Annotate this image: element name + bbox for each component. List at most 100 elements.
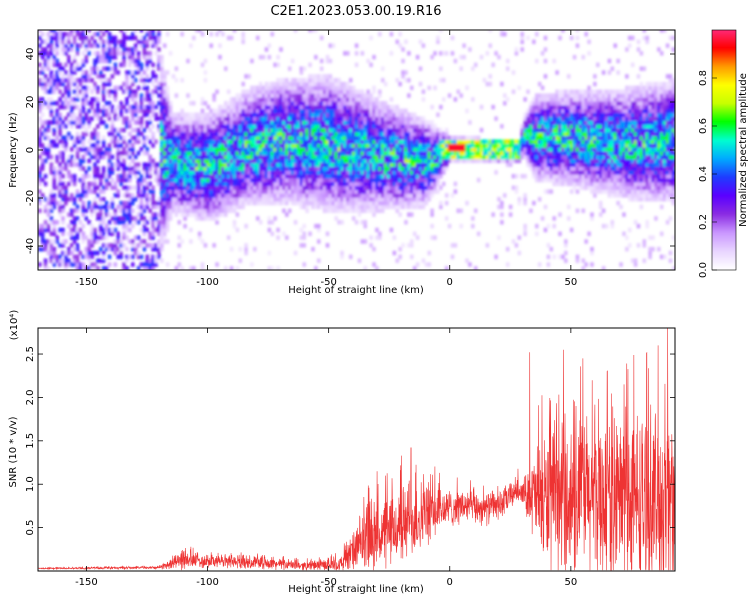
spectrogram-cell <box>334 154 338 160</box>
spectrogram-cell <box>407 78 411 83</box>
spectrogram-cell <box>151 185 155 190</box>
spectrogram-cell <box>375 162 379 167</box>
spectrogram-cell <box>319 185 324 190</box>
spectrogram-cell <box>78 266 83 270</box>
spectrogram-cell <box>122 170 126 175</box>
spectrogram-cell <box>383 185 388 190</box>
spectrogram-cell <box>415 139 420 144</box>
spectrogram-cell <box>64 189 68 194</box>
spectrogram-cell <box>398 31 402 37</box>
spectrogram-cell <box>418 66 423 71</box>
spectrogram-cell <box>72 227 77 233</box>
spectrogram-cell <box>69 62 74 68</box>
spectrogram-cell <box>421 147 426 152</box>
spectrogram-cell <box>293 124 298 129</box>
spectrogram-cell <box>514 139 519 144</box>
spectrogram-cell <box>500 81 504 87</box>
spectrogram-cell <box>311 150 315 156</box>
spectrogram-cell <box>360 189 365 194</box>
spectrogram-cell <box>395 39 400 45</box>
spectrogram-cell <box>46 197 51 202</box>
spectrogram-cell <box>93 239 97 244</box>
spectrogram-cell <box>503 143 507 148</box>
spectrogram-cell <box>296 185 301 190</box>
spectrogram-cell <box>209 116 213 121</box>
spectrogram-cell <box>410 254 414 260</box>
spectrogram-cell <box>290 181 295 187</box>
spectrogram-cell <box>46 78 51 83</box>
spectrogram-cell <box>287 162 292 167</box>
spectrogram-cell <box>261 116 266 121</box>
spectrogram-cell <box>224 185 228 190</box>
spectrogram-cell <box>293 158 298 164</box>
spectrogram-cell <box>218 197 222 202</box>
spectrogram-cell <box>203 116 208 121</box>
spectrogram-cell <box>407 135 411 141</box>
spectrogram-cell <box>49 104 54 110</box>
spectrogram-cell <box>215 116 219 121</box>
spectrogram-cell <box>276 78 280 83</box>
spectrogram-cell <box>232 197 237 202</box>
spectrogram-cell <box>328 189 333 194</box>
spectrogram-cell <box>90 227 94 233</box>
spectrogram-cell <box>99 174 103 179</box>
spectrogram-cell <box>453 154 458 160</box>
spectrogram-cell <box>122 47 126 52</box>
spectrogram-cell <box>40 166 45 171</box>
spectrogram-cell <box>366 197 370 202</box>
spectrogram-cell <box>67 112 71 117</box>
spectrogram-cell <box>270 85 275 91</box>
spectrogram-cell <box>151 266 155 270</box>
spectrogram-cell <box>221 197 225 202</box>
spectrogram-cell <box>197 143 202 148</box>
spectrogram-cell <box>325 124 330 129</box>
spectrogram-cell <box>93 231 97 237</box>
spectrogram-cell <box>407 197 411 202</box>
spectrogram-cell <box>363 204 368 210</box>
spectrogram-cell <box>273 108 277 114</box>
spectrogram-cell <box>363 127 368 133</box>
spectrogram-cell <box>500 31 504 37</box>
spectrogram-cell <box>226 235 231 240</box>
spectrogram-cell <box>319 74 324 79</box>
spectrogram-cell <box>255 170 260 175</box>
spectrogram-cell <box>241 112 245 117</box>
spectrogram-cell <box>325 78 330 83</box>
spectrogram-cell <box>72 104 77 110</box>
spectrogram-cell <box>523 174 527 179</box>
spectrogram-cell <box>293 147 298 152</box>
spectrogram-cell <box>107 39 112 45</box>
spectrogram-cell <box>302 177 306 183</box>
spectrogram-cell <box>99 154 103 160</box>
spectrogram-cell <box>203 212 208 217</box>
spectrogram-cell <box>160 54 164 60</box>
spectrogram-cell <box>380 158 385 164</box>
spectrogram-cell <box>125 189 129 194</box>
spectrogram-cell <box>258 89 263 94</box>
spectrogram-cell <box>343 189 347 194</box>
spectrogram-cell <box>209 216 213 221</box>
spectrogram-cell <box>279 177 283 183</box>
spectrogram-cell <box>302 112 306 117</box>
spectrogram-cell <box>360 124 365 129</box>
spectrogram-cell <box>110 197 115 202</box>
spectrogram-cell <box>375 143 379 148</box>
spectrogram-cell <box>131 166 135 171</box>
spectrogram-cell <box>40 246 45 252</box>
spectrogram-cell <box>72 158 77 164</box>
spectrogram-cell <box>180 131 184 137</box>
spectrogram-cell <box>491 158 495 164</box>
spectrogram-cell <box>40 231 45 237</box>
spectrogram-cell <box>322 116 327 121</box>
spectrogram-cell <box>133 89 138 94</box>
spectrogram-cell <box>340 250 344 256</box>
spectrogram-cell <box>215 174 219 179</box>
spectrogram-cell <box>348 89 353 94</box>
spectrogram-cell <box>119 150 123 156</box>
spectrogram-cell <box>488 43 493 48</box>
spectrogram-cell <box>343 93 347 98</box>
spectrogram-cell <box>404 154 408 160</box>
spectrogram-cell <box>468 47 472 52</box>
spectrogram-cell <box>128 35 132 41</box>
spectrogram-cell <box>99 35 103 41</box>
